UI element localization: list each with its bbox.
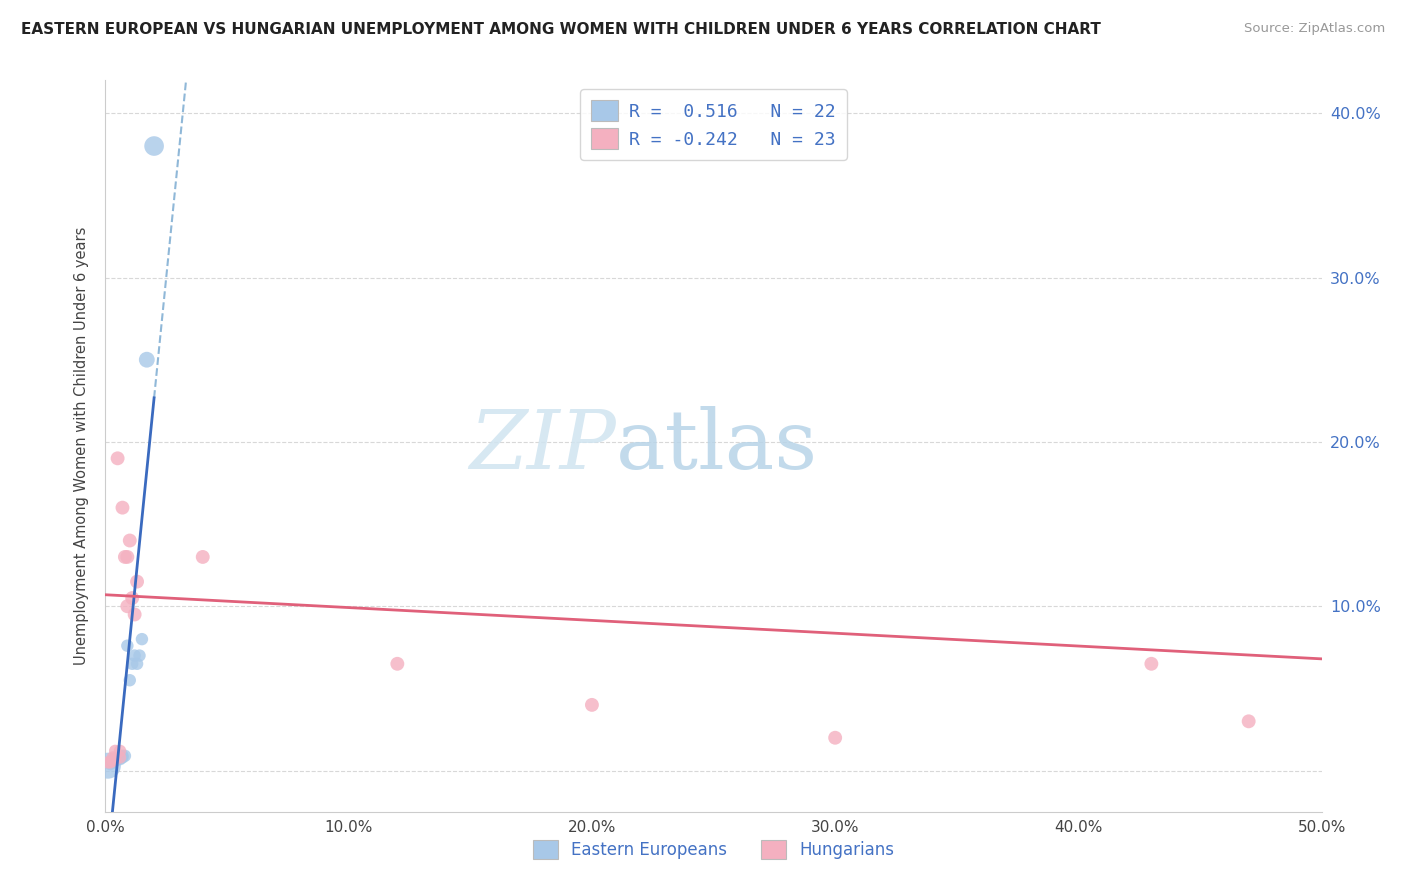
Point xyxy=(107,750,129,764)
Point xyxy=(104,754,127,768)
Point xyxy=(107,451,129,466)
Point xyxy=(104,752,127,766)
Point xyxy=(131,632,153,647)
Text: Source: ZipAtlas.com: Source: ZipAtlas.com xyxy=(1244,22,1385,36)
Point xyxy=(111,748,134,763)
Point xyxy=(104,744,127,758)
Point xyxy=(143,139,166,153)
Point xyxy=(107,752,129,766)
Point xyxy=(101,756,124,770)
Point xyxy=(387,657,409,671)
Point xyxy=(108,750,131,764)
Point xyxy=(121,591,143,605)
Point xyxy=(125,574,148,589)
Point xyxy=(1237,714,1260,729)
Point xyxy=(191,549,214,564)
Point xyxy=(117,549,139,564)
Point xyxy=(111,750,134,764)
Point xyxy=(125,657,148,671)
Point xyxy=(101,754,124,768)
Point xyxy=(118,673,141,688)
Point xyxy=(101,754,124,768)
Legend: Eastern Europeans, Hungarians: Eastern Europeans, Hungarians xyxy=(526,833,901,865)
Point xyxy=(101,750,124,764)
Point xyxy=(117,639,139,653)
Text: ZIP: ZIP xyxy=(470,406,616,486)
Point xyxy=(98,757,121,772)
Point xyxy=(824,731,846,745)
Point xyxy=(98,756,121,770)
Point xyxy=(118,533,141,548)
Text: EASTERN EUROPEAN VS HUNGARIAN UNEMPLOYMENT AMONG WOMEN WITH CHILDREN UNDER 6 YEA: EASTERN EUROPEAN VS HUNGARIAN UNEMPLOYME… xyxy=(21,22,1101,37)
Point xyxy=(135,352,157,367)
Point xyxy=(108,752,131,766)
Point xyxy=(108,744,131,758)
Point xyxy=(114,748,136,763)
Text: atlas: atlas xyxy=(616,406,818,486)
Point xyxy=(1140,657,1163,671)
Point xyxy=(121,657,143,671)
Point xyxy=(581,698,603,712)
Point xyxy=(128,648,150,663)
Point xyxy=(104,752,127,766)
Point xyxy=(114,549,136,564)
Point xyxy=(124,607,146,622)
Point xyxy=(117,599,139,614)
Y-axis label: Unemployment Among Women with Children Under 6 years: Unemployment Among Women with Children U… xyxy=(75,227,90,665)
Point xyxy=(97,758,120,772)
Point xyxy=(111,500,134,515)
Point xyxy=(108,750,131,764)
Point xyxy=(97,756,120,770)
Point xyxy=(124,648,146,663)
